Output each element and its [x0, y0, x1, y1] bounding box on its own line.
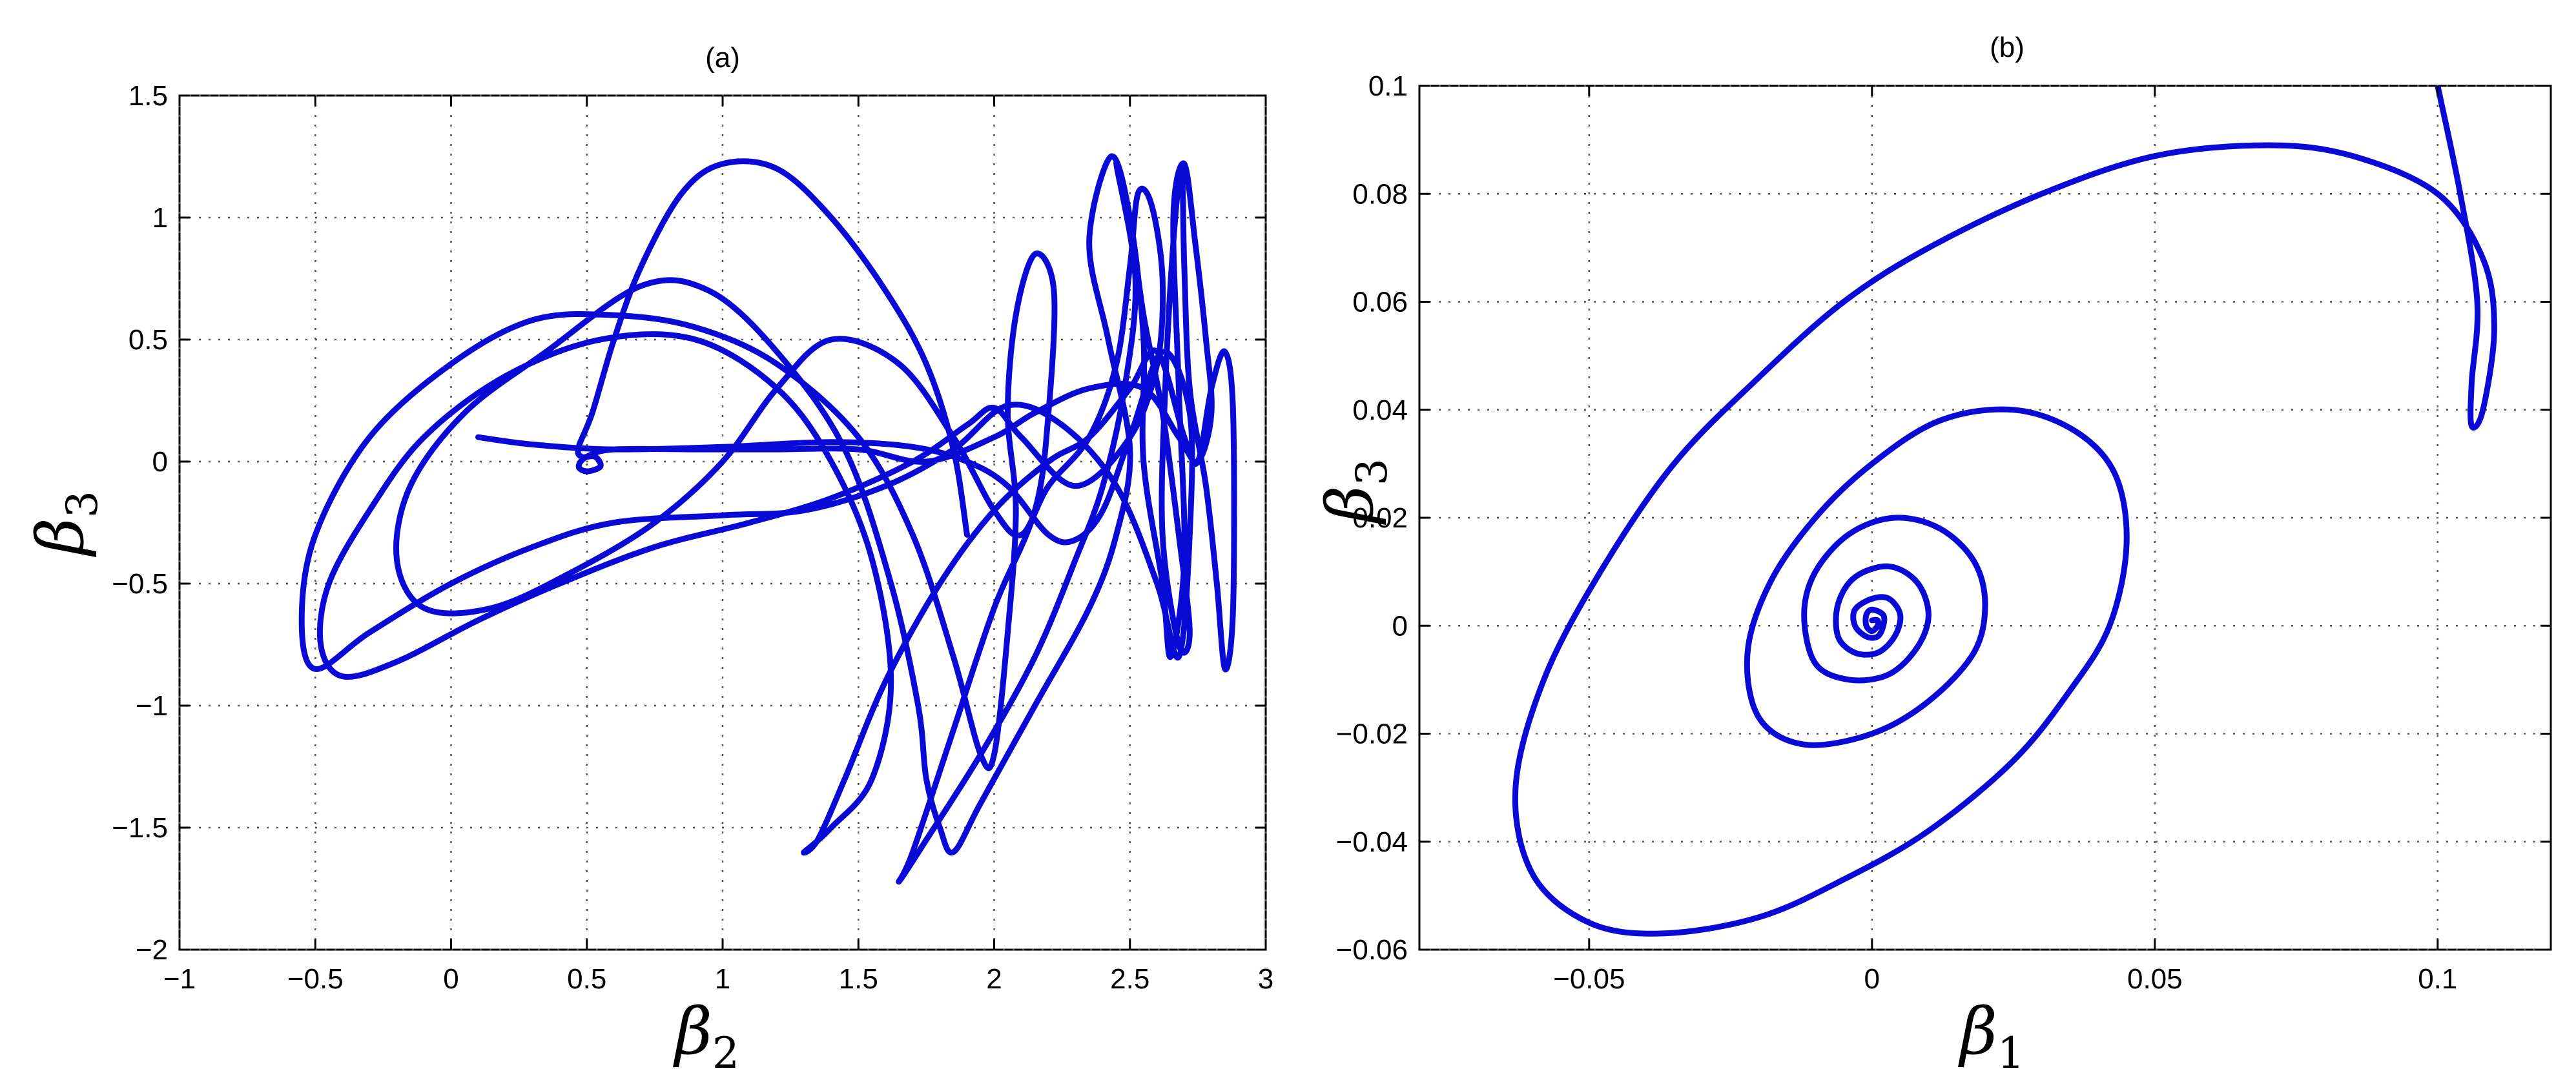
panel-b-x-tick-label: −0.05 [1553, 963, 1625, 995]
panel-b-x-tick-label: 0.05 [2127, 963, 2183, 995]
panel-b-curve-group [1512, 86, 2497, 937]
panel-a-y-axis-subscript: 3 [57, 491, 107, 518]
panel-b-x-axis-label: β1 [1957, 994, 2025, 1078]
panel-b-ticks: −0.05 0 0.05 0.1 −0.06 −0.04 −0.02 0 0.02 0.04 0.0… [1336, 70, 2551, 995]
panel-a-ticks: −1 −0.5 0 0.5 1 1.5 2 2.5 3 −2 −1.5 −1 −0.5 0 0.5 1 1.5 [112, 80, 1273, 995]
panel-a-y-tick-label: −2 [136, 934, 168, 966]
panel-b-x-tick-label: 0.1 [2418, 963, 2457, 995]
panel-a-x-tick-label: 2 [986, 963, 1002, 995]
panel-a-y-axis-symbol: β [23, 518, 98, 558]
panel-a-y-tick-label: −0.5 [112, 568, 168, 600]
panel-b-plot-frame [1418, 85, 2552, 951]
panel-b-y-tick-label: 0.06 [1352, 287, 1408, 318]
panel-a-y-tick-label: 1 [152, 202, 168, 234]
panel-a-y-tick-label: −1.5 [112, 812, 168, 844]
panel-b-grid [1419, 85, 2551, 951]
panel-a-grid [178, 94, 1267, 951]
panel-b-y-tick-label: 0.02 [1352, 502, 1408, 534]
panel-b-y-tick-label: 0.1 [1368, 70, 1408, 102]
panel-a-x-tick-label: 0 [443, 963, 459, 995]
panel-a-y-axis-label: β3 [23, 491, 107, 558]
panel-b-x-tick-label: 0 [1864, 963, 1880, 995]
panel-b-trajectory-line [1512, 86, 2497, 937]
panel-b-x-axis-symbol: β [1957, 994, 1997, 1069]
panel-a-x-axis-label: β2 [672, 994, 739, 1078]
panel-a-title: (a) [705, 42, 740, 74]
panel-a-chart: −1 −0.5 0 0.5 1 1.5 2 2.5 3−2−1.5−1−0.500.511.5 … [23, 42, 1273, 1078]
panel-b-y-axis-subscript: 3 [1347, 458, 1397, 485]
panel-a-x-tick-label: −0.5 [287, 963, 344, 995]
panel-b-title: (b) [1990, 32, 2025, 63]
panel-a-y-tick-label: 1.5 [129, 80, 168, 112]
panel-b-x-axis-subscript: 1 [1997, 1028, 2025, 1078]
panel-a-y-tick-label: 0 [152, 446, 168, 478]
panel-b-y-tick-label: 0.04 [1352, 394, 1408, 426]
panel-a-x-tick-label: 1 [715, 963, 730, 995]
panel-b-y-tick-label: 0.08 [1352, 178, 1408, 210]
panel-a-y-tick-label: −1 [136, 690, 168, 722]
panel-b-y-tick-label: −0.04 [1336, 826, 1408, 858]
panel-a-curve-group [298, 153, 1237, 885]
panel-a-x-tick-label: −1 [163, 963, 196, 995]
panel-a-x-tick-label: 0.5 [567, 963, 606, 995]
panel-a-y-tick-label: 0.5 [129, 324, 168, 356]
panel-a-x-axis-subscript: 2 [712, 1028, 739, 1078]
panel-a-trajectory-line [298, 153, 1237, 885]
panel-a-x-axis-symbol: β [672, 994, 712, 1069]
panel-b-y-tick-label: −0.02 [1336, 719, 1408, 750]
panel-a-x-tick-label: 1.5 [839, 963, 878, 995]
panel-a-x-tick-label: 3 [1258, 963, 1273, 995]
panel-b-y-axis-label: β3 [1312, 458, 1397, 526]
panel-a-x-tick-label: 2.5 [1110, 963, 1149, 995]
panel-b-y-tick-label: 0 [1392, 610, 1408, 642]
panel-b-y-axis-symbol: β [1312, 485, 1388, 526]
panel-b-y-tick-label: −0.06 [1336, 934, 1408, 966]
panel-b-chart: −0.05 0 0.05 0.1 −0.06 −0.04 −0.02 0 0.02 0.04 0.0… [1312, 32, 2552, 1078]
